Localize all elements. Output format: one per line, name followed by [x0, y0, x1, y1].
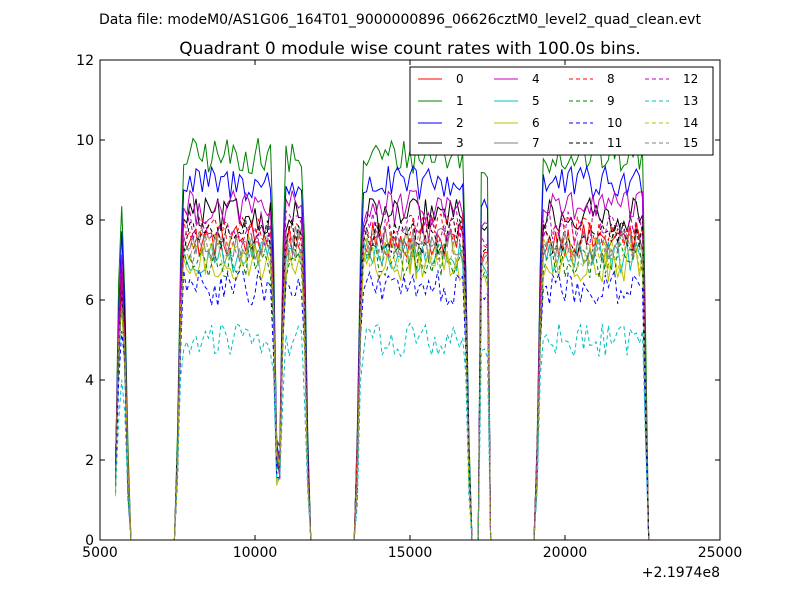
series-line-11 — [115, 217, 650, 540]
legend-label-1: 1 — [456, 94, 464, 108]
legend-label-0: 0 — [456, 72, 464, 86]
y-tick-label: 12 — [76, 53, 94, 69]
legend-label-15: 15 — [683, 136, 698, 150]
legend-label-13: 13 — [683, 94, 698, 108]
figure-suptitle: Data file: modeM0/AS1G06_164T01_90000008… — [99, 12, 701, 28]
legend-label-5: 5 — [532, 94, 540, 108]
series-line-12 — [115, 209, 650, 540]
legend-label-7: 7 — [532, 136, 540, 150]
y-tick-label: 2 — [85, 453, 94, 469]
series-line-10 — [115, 268, 650, 540]
series-line-14 — [115, 233, 650, 540]
legend-label-2: 2 — [456, 116, 464, 130]
y-tick-label: 10 — [76, 133, 94, 149]
legend-label-8: 8 — [607, 72, 615, 86]
legend-label-6: 6 — [532, 116, 540, 130]
legend-label-3: 3 — [456, 136, 464, 150]
series-line-15 — [115, 229, 650, 540]
series-line-9 — [115, 242, 650, 540]
legend-label-12: 12 — [683, 72, 698, 86]
x-tick-label: 10000 — [233, 545, 278, 561]
y-tick-label: 6 — [85, 293, 94, 309]
series-line-6 — [115, 245, 650, 540]
series-line-5 — [115, 238, 650, 540]
y-tick-label: 4 — [85, 373, 94, 389]
chart-title: Quadrant 0 module wise count rates with … — [179, 39, 640, 59]
x-tick-label: 15000 — [388, 545, 433, 561]
series-line-3 — [115, 196, 650, 540]
legend-label-10: 10 — [607, 116, 622, 130]
legend-label-11: 11 — [607, 136, 622, 150]
x-tick-label: 5000 — [82, 545, 118, 561]
series-line-2 — [115, 164, 650, 540]
series-line-13 — [115, 322, 650, 540]
x-tick-label: 20000 — [543, 545, 588, 561]
x-tick-label: 25000 — [698, 545, 743, 561]
series-line-1 — [115, 137, 650, 540]
y-tick-label: 8 — [85, 213, 94, 229]
x-offset-label: +2.1974e8 — [642, 565, 720, 581]
legend-label-14: 14 — [683, 116, 698, 130]
y-tick-label: 0 — [85, 533, 94, 549]
legend-label-9: 9 — [607, 94, 615, 108]
legend-frame — [409, 66, 714, 156]
legend-label-4: 4 — [532, 72, 540, 86]
series-layer — [115, 137, 650, 540]
